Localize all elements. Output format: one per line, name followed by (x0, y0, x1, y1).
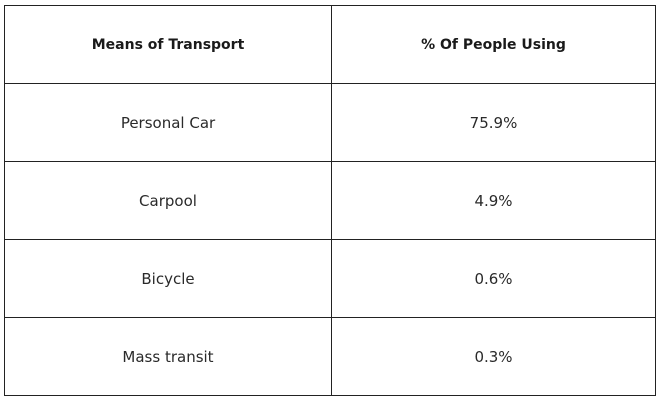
table-row: Bicycle 0.6% (4, 239, 656, 318)
header-percent-people-using: % Of People Using (331, 5, 656, 84)
table-row: Mass transit 0.3% (4, 317, 656, 396)
cell-percent: 0.3% (331, 317, 656, 396)
cell-transport: Mass transit (4, 317, 332, 396)
cell-transport: Bicycle (4, 239, 332, 318)
transport-table: Means of Transport % Of People Using Per… (4, 5, 656, 396)
header-means-of-transport: Means of Transport (4, 5, 332, 84)
table-row: Carpool 4.9% (4, 161, 656, 240)
table-row: Personal Car 75.9% (4, 83, 656, 162)
cell-transport: Personal Car (4, 83, 332, 162)
transport-table-container: Means of Transport % Of People Using Per… (4, 5, 656, 396)
table-header-row: Means of Transport % Of People Using (4, 5, 656, 84)
cell-percent: 75.9% (331, 83, 656, 162)
cell-percent: 4.9% (331, 161, 656, 240)
cell-percent: 0.6% (331, 239, 656, 318)
cell-transport: Carpool (4, 161, 332, 240)
